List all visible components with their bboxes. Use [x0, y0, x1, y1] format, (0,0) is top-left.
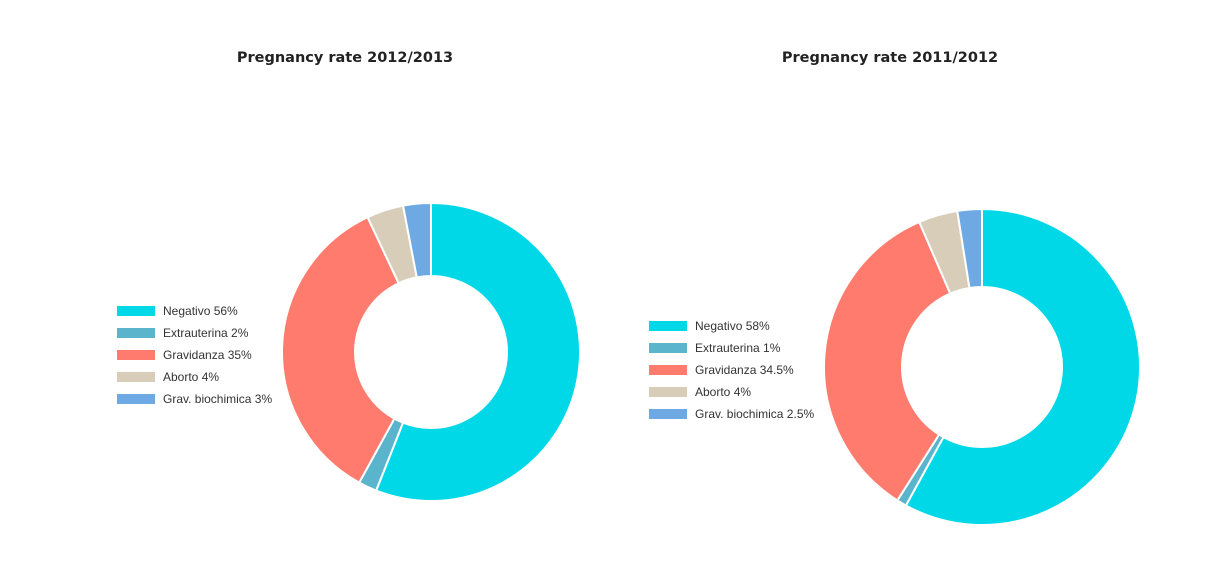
- legend-item: Grav. biochimica 3%: [117, 388, 272, 410]
- legend-item: Extrauterina 2%: [117, 322, 272, 344]
- legend-label: Extrauterina 2%: [163, 326, 249, 340]
- legend-label: Gravidanza 34.5%: [695, 363, 794, 377]
- slice-negativo: [904, 207, 1141, 526]
- legend-item: Grav. biochimica 2.5%: [649, 403, 814, 425]
- donut-svg: [281, 201, 581, 502]
- legend-label: Grav. biochimica 3%: [163, 392, 273, 406]
- legend-item: Negativo 58%: [649, 315, 814, 337]
- legend-item: Negativo 56%: [117, 300, 272, 322]
- legend-label: Extrauterina 1%: [695, 341, 781, 355]
- legend-swatch: [649, 343, 687, 353]
- slice-gravidanza: [281, 215, 400, 484]
- legend-item: Aborto 4%: [117, 366, 272, 388]
- slice-gravidanza: [823, 220, 952, 502]
- donut-chart-2011-2012: Pregnancy rate 2011/2012 Negativo 58% Ext…: [620, 0, 1205, 584]
- slice-negativo: [374, 201, 581, 502]
- legend-swatch: [649, 409, 687, 419]
- legend-item: Extrauterina 1%: [649, 337, 814, 359]
- legend-swatch: [649, 365, 687, 375]
- legend-label: Gravidanza 35%: [163, 348, 252, 362]
- legend: Negativo 56% Extrauterina 2% Gravidanza 35…: [117, 300, 272, 410]
- legend-item: Gravidanza 35%: [117, 344, 272, 366]
- legend-swatch: [649, 387, 687, 397]
- legend-swatch: [117, 372, 155, 382]
- legend-label: Aborto 4%: [163, 370, 220, 384]
- legend-swatch: [117, 394, 155, 404]
- slice-grav-biochimica: [401, 201, 432, 279]
- legend-item: Aborto 4%: [649, 381, 814, 403]
- chart-title: Pregnancy rate 2011/2012: [781, 50, 999, 66]
- donut-chart-2012-2013: Pregnancy rate 2012/2013 Negativo 56% Ext…: [117, 50, 581, 502]
- legend-swatch: [117, 306, 155, 316]
- legend-label: Negativo 56%: [163, 304, 238, 318]
- legend-label: Aborto 4%: [695, 385, 752, 399]
- legend-swatch: [117, 350, 155, 360]
- legend-swatch: [649, 321, 687, 331]
- legend-label: Grav. biochimica 2.5%: [695, 407, 815, 421]
- slice-grav-biochimica: [956, 207, 983, 290]
- legend-label: Negativo 58%: [695, 319, 770, 333]
- donut-svg: [823, 207, 1141, 526]
- legend-item: Gravidanza 34.5%: [649, 359, 814, 381]
- legend-swatch: [117, 328, 155, 338]
- chart-title: Pregnancy rate 2012/2013: [236, 50, 454, 66]
- legend: Negativo 58% Extrauterina 1% Gravidanza 34…: [649, 315, 814, 425]
